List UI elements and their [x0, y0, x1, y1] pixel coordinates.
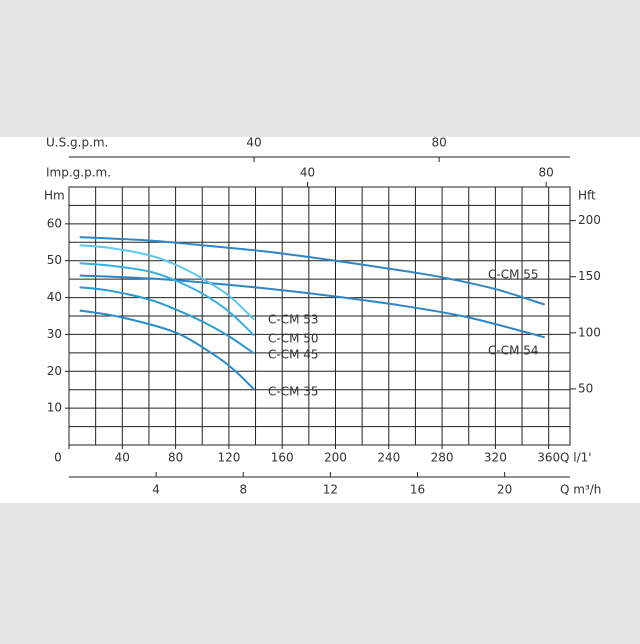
y-axis-label: Hm [44, 189, 65, 203]
y2-tick-label: 200 [578, 213, 601, 227]
x-tick-label: 160 [271, 451, 294, 465]
chart-panel [0, 137, 640, 503]
x-tick-label: 240 [377, 451, 400, 465]
x2-axis-label: Q m³/h [560, 483, 601, 497]
y2-tick-label: 150 [578, 269, 601, 283]
top-axis-tick-label: 80 [431, 136, 446, 150]
y2-axis-label: Hft [578, 189, 596, 203]
y-tick-label: 50 [47, 253, 62, 267]
curve [79, 309, 255, 391]
x-tick-label: 280 [431, 451, 454, 465]
top-axis-tick-label: 40 [300, 166, 315, 180]
curve-label: C-CM 53 [268, 313, 319, 327]
y-tick-label: 40 [47, 290, 62, 304]
curve-label: C-CM 35 [268, 385, 319, 399]
x2-tick-label: 20 [497, 483, 512, 497]
x2-tick-label: 4 [152, 483, 160, 497]
y-tick-label: 20 [47, 364, 62, 378]
x-tick-label: 200 [324, 451, 347, 465]
plot-frame [68, 186, 571, 446]
y2-tick-label: 100 [578, 325, 601, 339]
x-tick-label: 40 [115, 451, 130, 465]
x-axis-label: Q l/1' [560, 451, 592, 465]
top-axis-label: Imp.g.p.m. [46, 166, 111, 180]
y-tick-label: 30 [47, 327, 62, 341]
x2-tick-label: 12 [323, 483, 338, 497]
curve-label: C-CM 55 [488, 268, 539, 282]
top-axis-tick-label: 40 [246, 136, 261, 150]
x-tick-label: 320 [484, 451, 507, 465]
x-tick-label: 120 [217, 451, 240, 465]
curve [79, 274, 545, 339]
x-tick-label: 360 [537, 451, 560, 465]
curve [79, 244, 255, 321]
top-axis-tick-label: 80 [539, 166, 554, 180]
curve [79, 262, 255, 337]
y-tick-label: 10 [47, 401, 62, 415]
curve-label: C-CM 50 [268, 332, 319, 346]
y-tick-label: 60 [47, 216, 62, 230]
y2-tick-label: 50 [578, 381, 593, 395]
top-axis-label: U.S.g.p.m. [46, 136, 108, 150]
x2-tick-label: 16 [410, 483, 425, 497]
curve [79, 286, 255, 355]
x-tick-label: 0 [54, 451, 62, 465]
curve [79, 236, 545, 306]
x-tick-label: 80 [168, 451, 183, 465]
x2-tick-label: 8 [239, 483, 247, 497]
curve-label: C-CM 54 [488, 344, 539, 358]
curve-label: C-CM 45 [268, 348, 319, 362]
